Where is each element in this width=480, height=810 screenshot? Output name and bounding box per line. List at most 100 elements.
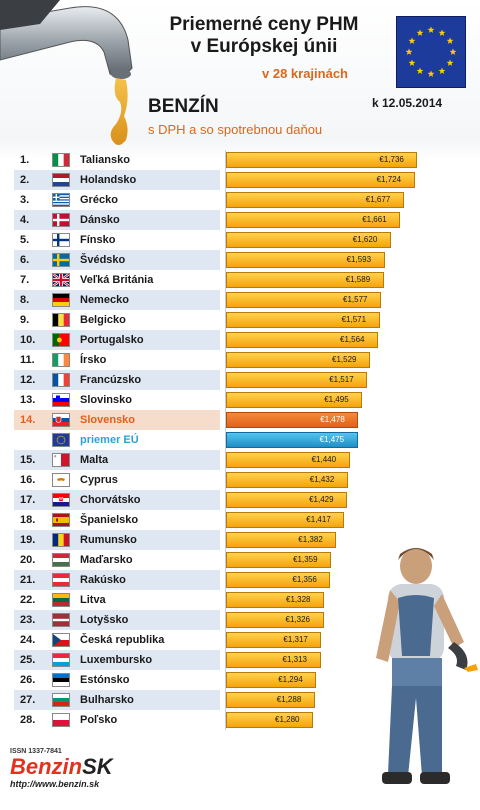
- eu-star-icon: [446, 37, 454, 44]
- rank-label: 5.: [20, 234, 30, 246]
- value-label: €1,280: [275, 715, 300, 724]
- country-label: Francúzsko: [80, 374, 142, 386]
- bar: [226, 392, 363, 408]
- country-label: Slovinsko: [80, 394, 132, 406]
- value-label: €1,736: [379, 155, 404, 164]
- chart-row: 11. Írsko €1,529: [14, 350, 474, 370]
- bar: [226, 332, 378, 348]
- brand-name-part2: SK: [82, 754, 113, 779]
- flag-eu-icon: [52, 433, 70, 447]
- bar: [226, 232, 391, 248]
- flag-ee-icon: [52, 673, 70, 687]
- country-label: Grécko: [80, 194, 118, 206]
- value-label: €1,661: [362, 215, 387, 224]
- value-label: €1,475: [319, 435, 345, 444]
- chart-row: 28. Poľsko €1,280: [14, 710, 474, 730]
- eu-star-icon: [449, 48, 457, 55]
- website-url[interactable]: http://www.benzin.sk: [10, 779, 100, 789]
- chart-title-line1: Priemerné ceny PHM: [169, 14, 359, 35]
- flag-nl-icon: [52, 173, 70, 187]
- country-label: Rumunsko: [80, 534, 137, 546]
- brand-logo: ISSN 1337-7841 BenzinSK http://www.benzi…: [10, 748, 113, 789]
- flag-gr-icon: [52, 193, 70, 207]
- bar: [226, 552, 332, 568]
- country-label: Poľsko: [80, 714, 118, 726]
- flag-at-icon: [52, 573, 70, 587]
- bar: [226, 192, 404, 208]
- country-label: Cyprus: [80, 474, 118, 486]
- rank-label: 12.: [20, 374, 36, 386]
- rank-label: 24.: [20, 634, 36, 646]
- value-label: €1,724: [376, 175, 402, 184]
- flag-lv-icon: [52, 613, 70, 627]
- rank-label: 11.: [20, 354, 35, 366]
- value-label: €1,432: [309, 475, 335, 484]
- value-label: €1,440: [311, 455, 337, 464]
- rank-label: 13.: [20, 394, 36, 406]
- flag-bg-icon: [52, 693, 70, 707]
- value-label: €1,429: [309, 495, 334, 504]
- country-label: Bulharsko: [80, 694, 134, 706]
- country-label: Portugalsko: [80, 334, 144, 346]
- flag-de-icon: [52, 293, 70, 307]
- value-label: €1,495: [324, 395, 349, 404]
- chart-row: 23. Lotyšsko €1,326: [14, 610, 474, 630]
- rank-label: 14.: [20, 414, 36, 426]
- bar: [226, 412, 359, 428]
- eu-star-icon: [427, 70, 435, 77]
- rank-label: 15.: [20, 454, 36, 466]
- chart-row: 21. Rakúsko €1,356: [14, 570, 474, 590]
- country-label: Luxembursko: [80, 654, 153, 666]
- date-label: k 12.05.2014: [372, 96, 443, 110]
- value-label: €1,517: [329, 375, 354, 384]
- rank-label: 4.: [20, 214, 30, 226]
- chart-row: 4. Dánsko €1,661: [14, 210, 474, 230]
- value-label: €1,564: [340, 335, 365, 344]
- chart-axis-line: [225, 150, 226, 730]
- rank-label: 9.: [20, 314, 30, 326]
- country-label: Fínsko: [80, 234, 116, 246]
- chart-row: 26. Estónsko €1,294: [14, 670, 474, 690]
- flag-hr-icon: [52, 493, 70, 507]
- bar: [226, 612, 324, 628]
- value-label: €1,417: [306, 515, 331, 524]
- rank-label: 19.: [20, 534, 36, 546]
- rank-label: 8.: [20, 294, 30, 306]
- row-background: [14, 230, 220, 250]
- rank-label: 18.: [20, 514, 36, 526]
- chart-subtitle: v 28 krajinách: [262, 66, 348, 81]
- flag-ie-icon: [52, 353, 70, 367]
- country-label: Maďarsko: [80, 554, 133, 566]
- value-label: €1,326: [285, 615, 310, 624]
- value-label: €1,478: [320, 415, 345, 424]
- value-label: €1,288: [276, 695, 302, 704]
- flag-si-icon: [52, 393, 70, 407]
- chart-row: 19. Rumunsko €1,382: [14, 530, 474, 550]
- country-label: Rakúsko: [80, 574, 126, 586]
- row-background: [14, 350, 220, 370]
- issn-label: ISSN 1337-7841: [10, 748, 62, 755]
- chart-row: 15. Malta €1,440: [14, 450, 474, 470]
- value-label: €1,294: [278, 675, 303, 684]
- chart-row: 25. Luxembursko €1,313: [14, 650, 474, 670]
- value-label: €1,356: [292, 575, 317, 584]
- value-label: €1,529: [332, 355, 357, 364]
- country-label: Holandsko: [80, 174, 137, 186]
- bar: [226, 152, 418, 168]
- flag-gb-icon: [52, 273, 70, 287]
- rank-label: 3.: [20, 194, 30, 206]
- flag-be-icon: [52, 313, 70, 327]
- chart-row: 16. Cyprus €1,432: [14, 470, 474, 490]
- value-label: €1,317: [283, 635, 308, 644]
- value-label: €1,313: [282, 655, 307, 664]
- bar: [226, 532, 337, 548]
- chart-row: 9. Belgicko €1,571: [14, 310, 474, 330]
- bar: [226, 592, 324, 608]
- bar: [226, 492, 348, 508]
- rank-label: 23.: [20, 614, 36, 626]
- bar: [226, 572, 331, 588]
- chart-rows: 1. Taliansko €1,736 2. Holandsko €1,724 3. Gréc…: [14, 150, 474, 730]
- country-label: Slovensko: [80, 414, 136, 426]
- bar: [226, 692, 315, 708]
- flag-fr-icon: [52, 373, 70, 387]
